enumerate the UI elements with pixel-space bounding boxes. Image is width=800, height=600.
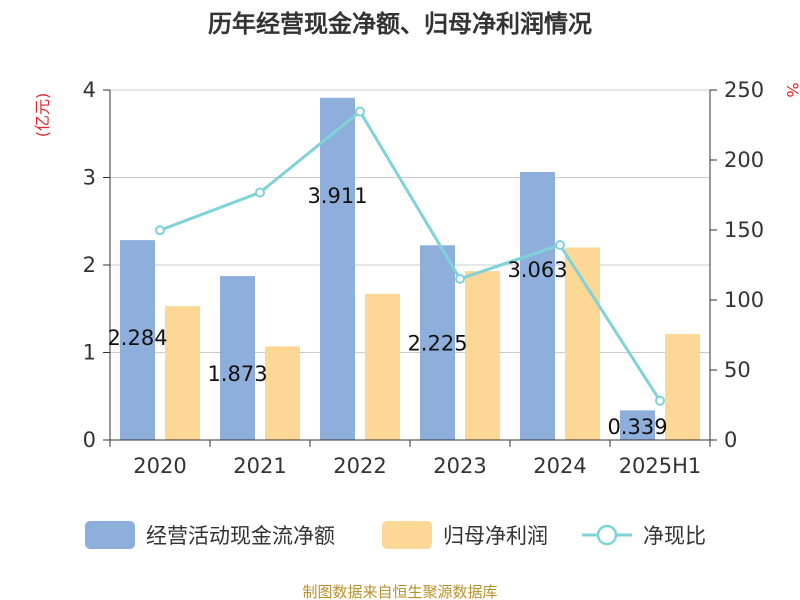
legend-label-profit: 归母净利润 — [443, 524, 548, 548]
right-tick-label: 200 — [724, 148, 764, 172]
left-axis-unit: (亿元) — [33, 93, 52, 138]
bar-data-label: 3.063 — [507, 258, 567, 282]
x-tick-label: 2024 — [533, 454, 586, 478]
ratio-point — [655, 395, 665, 406]
left-tick-label: 3 — [83, 166, 96, 190]
axes: 0 1 2 3 4 0 50 100 150 200 250 2020 2021 2022 2023 2024… — [83, 78, 764, 478]
bar-profit — [565, 247, 600, 440]
chart-title: 历年经营现金净额、归母净利润情况 — [208, 10, 592, 38]
bar-data-label: 3.911 — [307, 184, 367, 208]
right-tick-label: 150 — [724, 218, 764, 242]
left-tick-label: 2 — [83, 253, 96, 277]
right-tick-label: 250 — [724, 78, 764, 102]
source-note: 制图数据来自恒生聚源数据库 — [302, 583, 497, 600]
bar-cashflow — [220, 276, 255, 440]
bar-profit — [465, 271, 500, 440]
legend-marker-ratio — [596, 524, 618, 546]
bar-series-group — [120, 97, 700, 441]
right-axis-unit: % — [783, 82, 800, 97]
bar-data-label: 2.225 — [407, 331, 467, 355]
bar-profit — [665, 334, 700, 440]
bar-cashflow — [320, 97, 355, 440]
ratio-point — [555, 239, 565, 250]
x-tick-label: 2025H1 — [619, 454, 702, 478]
bar-cashflow — [120, 240, 155, 440]
left-tick-label: 1 — [83, 341, 96, 365]
bar-cashflow — [420, 245, 455, 440]
legend-label-ratio: 净现比 — [643, 524, 706, 548]
ratio-line — [159, 109, 662, 402]
line-series-group — [155, 106, 665, 406]
x-tick-label: 2020 — [133, 454, 186, 478]
legend-label-cashflow: 经营活动现金流净额 — [146, 524, 335, 548]
data-labels: 2.284 1.873 3.911 2.225 3.063 0.339 — [107, 184, 667, 439]
x-tick-label: 2023 — [433, 454, 486, 478]
bar-profit — [165, 306, 200, 440]
ratio-point — [355, 106, 365, 117]
bar-data-label: 2.284 — [107, 326, 167, 350]
right-tick-label: 0 — [724, 428, 737, 452]
legend-swatch-profit — [382, 521, 432, 549]
legend-swatch-cashflow — [85, 521, 135, 549]
bar-profit — [365, 293, 400, 440]
x-tick-label: 2021 — [233, 454, 286, 478]
right-tick-label: 100 — [724, 288, 764, 312]
legend: 经营活动现金流净额 归母净利润 净现比 — [85, 521, 706, 549]
bar-cashflow — [520, 171, 555, 441]
bar-cashflow — [620, 410, 655, 440]
x-tick-label: 2022 — [333, 454, 386, 478]
bar-data-label: 0.339 — [607, 415, 667, 439]
ratio-point — [455, 273, 465, 284]
gridlines — [110, 89, 710, 353]
right-tick-label: 50 — [724, 358, 751, 382]
left-tick-label: 0 — [83, 428, 96, 452]
left-tick-label: 4 — [83, 78, 96, 102]
bar-profit — [265, 346, 300, 440]
bar-data-label: 1.873 — [207, 362, 267, 386]
ratio-point — [155, 225, 165, 236]
ratio-point — [255, 187, 265, 198]
